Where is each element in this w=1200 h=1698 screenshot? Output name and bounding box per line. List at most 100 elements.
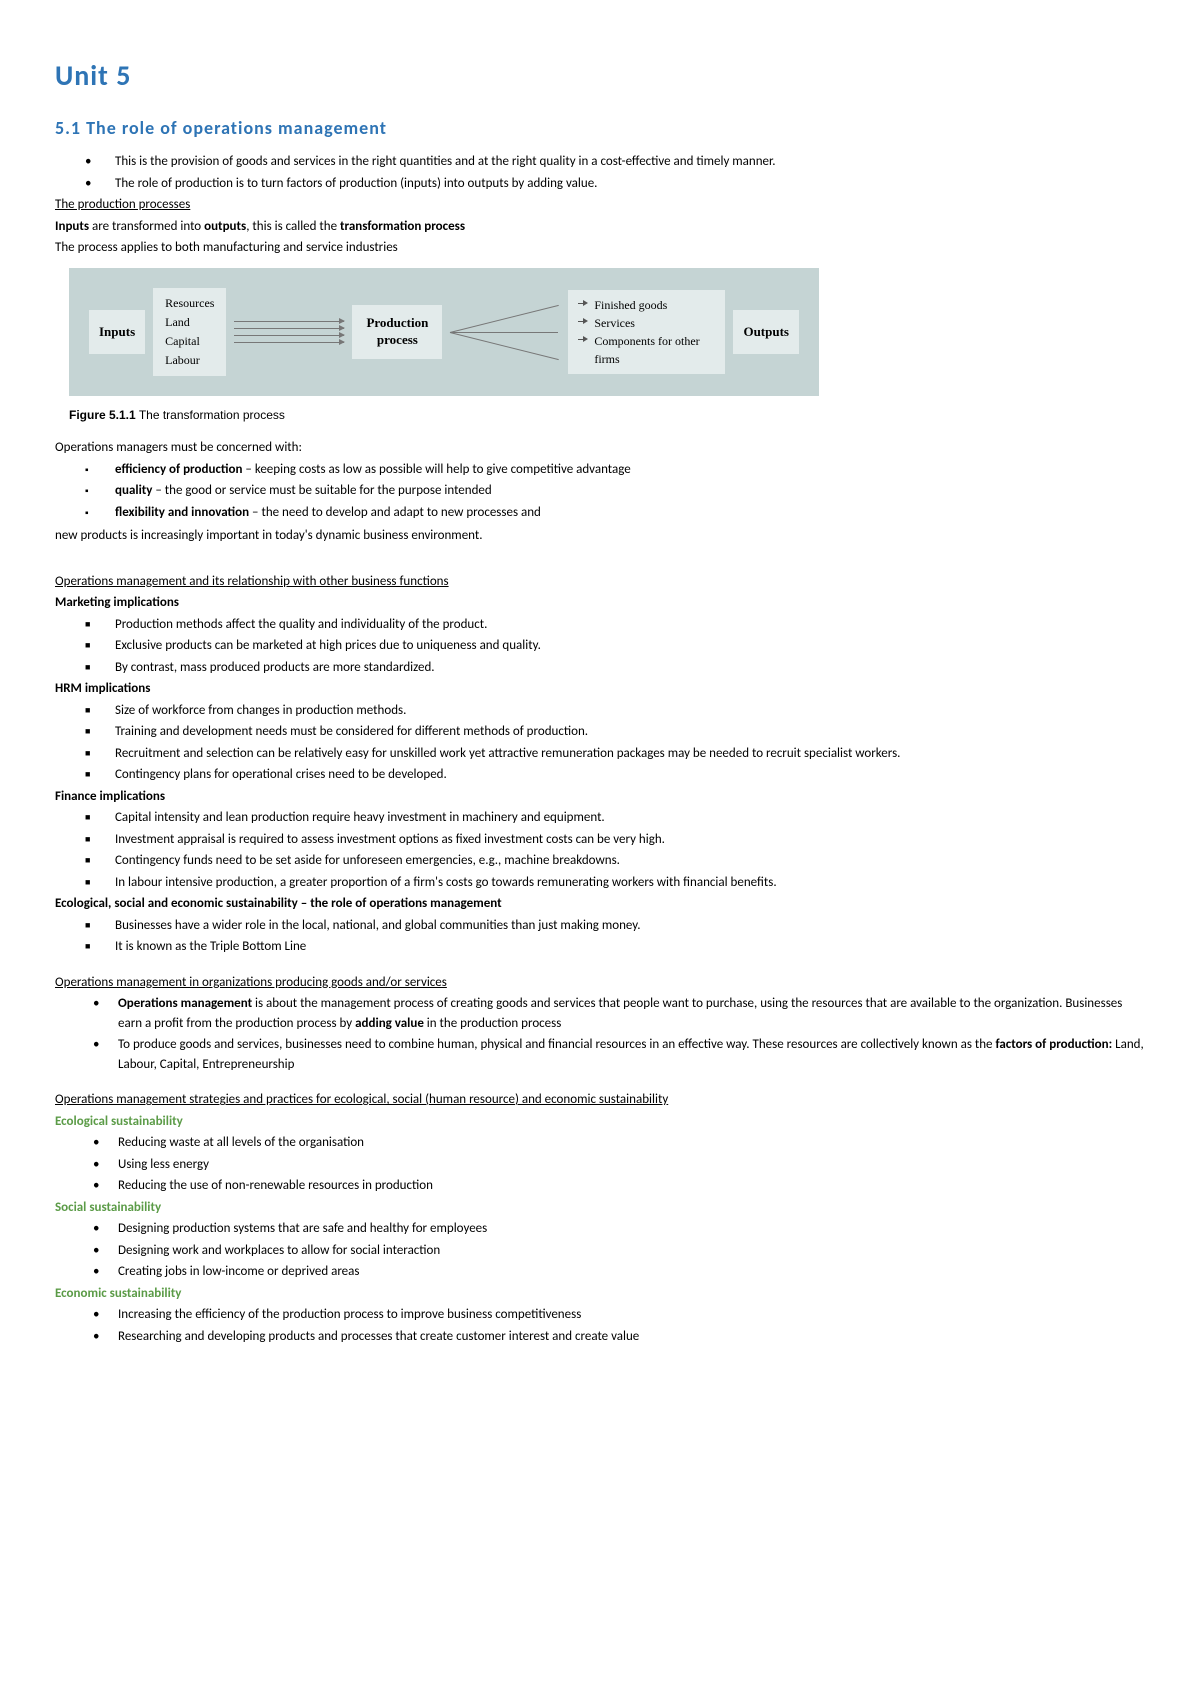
finance-heading: Finance implications bbox=[55, 787, 1145, 807]
list-item: This is the provision of goods and servi… bbox=[115, 152, 1145, 172]
list-item: Businesses have a wider role in the loca… bbox=[115, 916, 1145, 936]
arrow-icon bbox=[578, 300, 588, 308]
diagram-input-item: Land bbox=[165, 313, 214, 332]
diagram-output-items: Finished goods Services Components for o… bbox=[568, 290, 725, 374]
text: Production bbox=[366, 315, 428, 332]
org-heading: Operations management in organizations p… bbox=[55, 973, 1145, 993]
economic-sust-heading: Economic sustainability bbox=[55, 1284, 1145, 1304]
eco-role-list: Businesses have a wider role in the loca… bbox=[55, 916, 1145, 957]
diagram-process-box: Production process bbox=[352, 305, 442, 359]
list-item: The role of production is to turn factor… bbox=[115, 174, 1145, 194]
arrow-icon bbox=[578, 318, 588, 326]
diagram-input-item: Resources bbox=[165, 294, 214, 313]
list-item: Capital intensity and lean production re… bbox=[115, 808, 1145, 828]
text-bold: adding value bbox=[355, 1016, 424, 1031]
diagram-output-item: Finished goods bbox=[594, 296, 667, 314]
list-item: Contingency plans for operational crises… bbox=[115, 765, 1145, 785]
list-item: flexibility and innovation – the need to… bbox=[115, 503, 1145, 523]
concerns-list: efficiency of production – keeping costs… bbox=[55, 460, 1145, 523]
text: To produce goods and services, businesse… bbox=[118, 1037, 995, 1052]
list-item: It is known as the Triple Bottom Line bbox=[115, 937, 1145, 957]
page-title: Unit 5 bbox=[55, 55, 1145, 97]
text: The transformation process bbox=[136, 408, 285, 422]
list-item: Training and development needs must be c… bbox=[115, 722, 1145, 742]
ecological-sust-list: Reducing waste at all levels of the orga… bbox=[55, 1133, 1145, 1196]
text-bold: quality bbox=[115, 483, 152, 498]
eco-role-heading: Ecological, social and economic sustaina… bbox=[55, 894, 1145, 914]
concerns-trailing: new products is increasingly important i… bbox=[55, 526, 1145, 546]
text: – keeping costs as low as possible will … bbox=[242, 462, 630, 477]
diagram-arrows-to-process bbox=[234, 321, 344, 343]
text-bold: Inputs bbox=[55, 219, 89, 234]
diagram-output-item: Services bbox=[594, 314, 635, 332]
list-item: Creating jobs in low-income or deprived … bbox=[93, 1262, 1145, 1282]
text: are transformed into bbox=[89, 219, 204, 234]
text: process bbox=[366, 332, 428, 349]
relationship-heading: Operations management and its relationsh… bbox=[55, 572, 1145, 592]
finance-list: Capital intensity and lean production re… bbox=[55, 808, 1145, 892]
list-item: Contingency funds need to be set aside f… bbox=[115, 851, 1145, 871]
marketing-heading: Marketing implications bbox=[55, 593, 1145, 613]
text: – the good or service must be suitable f… bbox=[152, 483, 491, 498]
diagram-inputs-label: Inputs bbox=[89, 310, 145, 354]
diagram-outputs-label: Outputs bbox=[733, 310, 799, 354]
list-item: Production methods affect the quality an… bbox=[115, 615, 1145, 635]
text-bold: outputs bbox=[204, 219, 246, 234]
list-item: efficiency of production – keeping costs… bbox=[115, 460, 1145, 480]
list-item: Exclusive products can be marketed at hi… bbox=[115, 636, 1145, 656]
transformation-diagram: Inputs Resources Land Capital Labour Pro… bbox=[69, 268, 819, 397]
marketing-list: Production methods affect the quality an… bbox=[55, 615, 1145, 678]
list-item: By contrast, mass produced products are … bbox=[115, 658, 1145, 678]
list-item: Using less energy bbox=[93, 1155, 1145, 1175]
arrow-icon bbox=[234, 342, 344, 343]
figure-caption: Figure 5.1.1 The transformation process bbox=[69, 406, 1145, 424]
diagram-input-item: Capital bbox=[165, 332, 214, 351]
text: in the production process bbox=[424, 1016, 561, 1031]
list-item: Designing work and workplaces to allow f… bbox=[93, 1241, 1145, 1261]
arrow-icon bbox=[234, 335, 344, 336]
text-bold: flexibility and innovation bbox=[115, 505, 249, 520]
list-item: Investment appraisal is required to asse… bbox=[115, 830, 1145, 850]
text-bold: factors of production: bbox=[995, 1037, 1112, 1052]
transformation-line-1: Inputs are transformed into outputs, thi… bbox=[55, 217, 1145, 237]
list-item: In labour intensive production, a greate… bbox=[115, 873, 1145, 893]
text-bold: efficiency of production bbox=[115, 462, 242, 477]
text: – the need to develop and adapt to new p… bbox=[249, 505, 541, 520]
section-heading: 5.1 The role of operations management bbox=[55, 115, 1145, 142]
hrm-list: Size of workforce from changes in produc… bbox=[55, 701, 1145, 785]
list-item: Operations management is about the manag… bbox=[93, 994, 1145, 1033]
arrow-icon bbox=[450, 332, 559, 360]
list-item: Researching and developing products and … bbox=[93, 1327, 1145, 1347]
diagram-arrows-to-outputs bbox=[450, 302, 560, 362]
text: , this is called the bbox=[246, 219, 340, 234]
social-sust-heading: Social sustainability bbox=[55, 1198, 1145, 1218]
list-item: Recruitment and selection can be relativ… bbox=[115, 744, 1145, 764]
transformation-line-2: The process applies to both manufacturin… bbox=[55, 238, 1145, 258]
text-bold: transformation process bbox=[340, 219, 465, 234]
list-item: Size of workforce from changes in produc… bbox=[115, 701, 1145, 721]
text-bold: Figure 5.1.1 bbox=[69, 408, 136, 422]
intro-list: This is the provision of goods and servi… bbox=[55, 152, 1145, 193]
list-item: Reducing waste at all levels of the orga… bbox=[93, 1133, 1145, 1153]
diagram-output-item: Components for other firms bbox=[594, 332, 715, 368]
list-item: To produce goods and services, businesse… bbox=[93, 1035, 1145, 1074]
social-sust-list: Designing production systems that are sa… bbox=[55, 1219, 1145, 1282]
hrm-heading: HRM implications bbox=[55, 679, 1145, 699]
diagram-input-item: Labour bbox=[165, 351, 214, 370]
org-list: Operations management is about the manag… bbox=[55, 994, 1145, 1074]
strategies-heading: Operations management strategies and pra… bbox=[55, 1090, 1145, 1110]
text-bold: Operations management bbox=[118, 996, 252, 1011]
arrow-icon bbox=[450, 305, 559, 333]
list-item: Reducing the use of non-renewable resour… bbox=[93, 1176, 1145, 1196]
concerns-intro: Operations managers must be concerned wi… bbox=[55, 438, 1145, 458]
diagram-input-items: Resources Land Capital Labour bbox=[153, 288, 226, 377]
list-item: quality – the good or service must be su… bbox=[115, 481, 1145, 501]
arrow-icon bbox=[450, 332, 558, 333]
economic-sust-list: Increasing the efficiency of the product… bbox=[55, 1305, 1145, 1346]
arrow-icon bbox=[234, 328, 344, 329]
text: is about the management process of creat… bbox=[118, 996, 1122, 1031]
list-item: Increasing the efficiency of the product… bbox=[93, 1305, 1145, 1325]
list-item: Designing production systems that are sa… bbox=[93, 1219, 1145, 1239]
production-processes-heading: The production processes bbox=[55, 195, 1145, 215]
arrow-icon bbox=[234, 321, 344, 322]
